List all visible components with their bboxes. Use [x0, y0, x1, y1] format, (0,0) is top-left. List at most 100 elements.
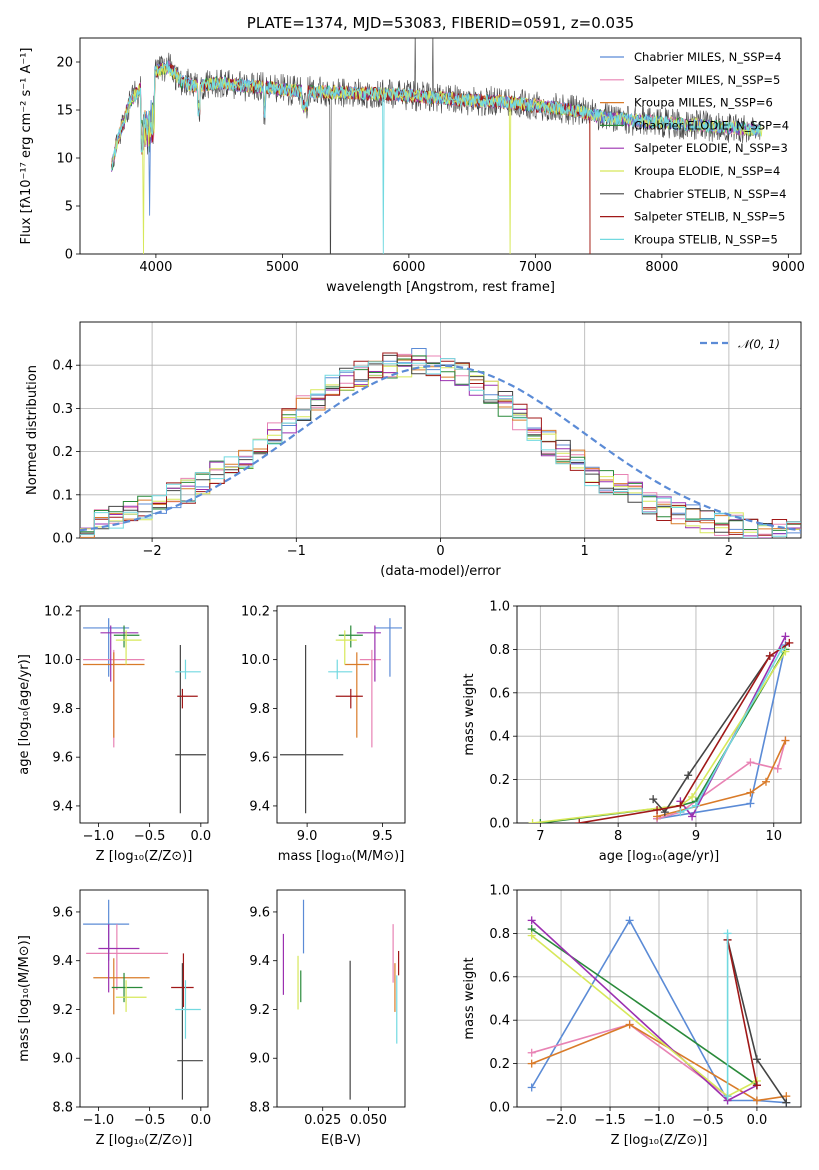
error-bars: [282, 899, 400, 1100]
x-tick-label: 6000: [392, 260, 425, 275]
x-tick-label: 8: [614, 829, 622, 844]
legend-entry: Salpeter ELODIE, N_SSP=3: [634, 141, 788, 155]
x-axis-label: age [log₁₀(age/yr)]: [599, 849, 720, 864]
y-tick-label: 0.1: [52, 488, 73, 503]
legend-entry: Salpeter STELIB, N_SSP=5: [634, 210, 785, 224]
weight-series-line: [656, 740, 787, 818]
y-tick-label: 9.2: [52, 1003, 73, 1018]
y-tick-label: 9.4: [52, 799, 73, 814]
x-tick-label: 9.5: [372, 829, 393, 844]
panel-7: 0.025 0.050 8.8 9.0 9.2 9.4 9.6 E(B-V): [249, 889, 406, 1148]
weight-marker: [765, 651, 774, 660]
x-tick-label: −0.5: [134, 1113, 166, 1128]
x-tick-label: 1: [581, 544, 589, 559]
y-tick-label: 20: [56, 56, 73, 71]
weight-marker: [684, 771, 693, 780]
weight-marker: [527, 1083, 536, 1092]
x-tick-label: 0.0: [190, 829, 211, 844]
x-tick-label: 0.0: [190, 1113, 211, 1128]
y-tick-label: 0.2: [489, 1057, 510, 1072]
legend-entry: Kroupa STELIB, N_SSP=5: [634, 232, 778, 246]
x-axis-label: Z [log₁₀(Z/Z⊙)]: [611, 1133, 708, 1148]
y-axis-label: Flux [fλ10⁻¹⁷ erg cm⁻² s⁻¹ A⁻¹]: [19, 48, 34, 245]
y-tick-label: 9.4: [249, 954, 270, 969]
weight-series-line: [652, 655, 771, 814]
weight-marker: [676, 808, 685, 817]
x-tick-label: 9.0: [297, 829, 318, 844]
y-tick-label: 0.6: [489, 686, 510, 701]
weight-marker: [752, 1081, 761, 1090]
axes-frame: [79, 37, 802, 255]
spectrum-lines: [111, 38, 764, 254]
weight-marker: [575, 819, 584, 823]
weight-marker: [746, 788, 755, 797]
y-tick-label: 9.0: [52, 1052, 73, 1067]
weight-marker: [528, 819, 537, 823]
weight-marker: [777, 645, 786, 654]
y-tick-label: 10: [56, 152, 73, 167]
weight-lines: [527, 916, 791, 1107]
x-tick-label: 7000: [519, 260, 552, 275]
y-tick-label: 0.4: [489, 1014, 510, 1029]
x-tick-label: −2: [143, 544, 162, 559]
y-tick-label: 9.6: [52, 751, 73, 766]
x-tick-label: 10: [765, 829, 782, 844]
y-tick-label: 0.6: [489, 970, 510, 985]
x-tick-label: 7: [536, 829, 544, 844]
weight-marker: [527, 1059, 536, 1068]
axes-frame: [276, 889, 406, 1108]
y-tick-label: 1.0: [489, 884, 510, 899]
y-tick-label: 9.4: [52, 954, 73, 969]
y-tick-label: 10.0: [44, 653, 73, 668]
error-bars: [280, 618, 402, 814]
y-tick-label: 0.8: [489, 927, 510, 942]
x-axis-label: (data-model)/error: [380, 564, 501, 579]
y-tick-label: 15: [56, 104, 73, 119]
y-tick-label: 0.3: [52, 402, 73, 417]
weight-marker: [527, 916, 536, 925]
weight-marker: [746, 758, 755, 767]
x-tick-label: −1.0: [83, 829, 115, 844]
x-tick-label: −2.0: [545, 1113, 577, 1128]
panel-4: 9.0 9.5 9.4 9.6 9.8 10.0 10.2 mass [log₁₀(M/M⊙)…: [241, 604, 406, 864]
weight-marker: [625, 1020, 634, 1029]
y-tick-label: 8.8: [52, 1101, 73, 1116]
y-tick-label: 9.8: [52, 702, 73, 717]
x-tick-label: −1.5: [594, 1113, 626, 1128]
weight-marker: [660, 808, 669, 817]
gridlines: [517, 605, 801, 824]
x-tick-label: −0.5: [692, 1113, 724, 1128]
x-axis-label: Z [log₁₀(Z/Z⊙)]: [96, 1133, 193, 1148]
axes-frame: [79, 605, 209, 824]
weight-marker: [625, 916, 634, 925]
y-tick-label: 0.4: [489, 730, 510, 745]
legend-entry: Kroupa MILES, N_SSP=6: [634, 96, 773, 110]
panel-1: 4000 5000 6000 7000 8000 9000 0 5 10 15 20 waveleng…: [19, 14, 805, 295]
axes-frame: [79, 889, 209, 1108]
x-axis-label: wavelength [Angstrom, rest frame]: [326, 280, 555, 295]
gridlines: [80, 322, 801, 539]
y-tick-label: 0.0: [52, 532, 73, 547]
y-tick-label: 1.0: [489, 600, 510, 615]
y-tick-label: 9.4: [249, 799, 270, 814]
x-axis-label: mass [log₁₀(M/M⊙)]: [278, 849, 405, 864]
axes-frame: [516, 889, 802, 1108]
x-tick-label: 9000: [772, 260, 805, 275]
legend: Chabrier MILES, N_SSP=4 Salpeter MILES, N…: [600, 50, 789, 246]
legend-entry: Kroupa ELODIE, N_SSP=4: [634, 164, 780, 178]
legend-entry: Salpeter MILES, N_SSP=5: [634, 73, 780, 87]
weight-series-line: [579, 642, 790, 823]
weight-marker: [527, 931, 536, 940]
y-tick-label: 0.2: [489, 773, 510, 788]
weight-lines: [528, 632, 794, 823]
weight-marker: [785, 638, 794, 647]
weight-series-line: [726, 939, 758, 1086]
panel-5: 7 8 9 10 0.0 0.2 0.4 0.6 0.8 1.0 age [log₁₀(age/yr…: [462, 600, 802, 864]
weight-series-line: [531, 934, 758, 1098]
weight-marker: [527, 1048, 536, 1057]
y-tick-label: 9.2: [249, 1003, 270, 1018]
x-tick-label: 4000: [139, 260, 172, 275]
panel-6: −1.0 −0.5 0.0 8.8 9.0 9.2 9.4 9.6 Z [log₁₀(Z/Z⊙)…: [17, 889, 211, 1148]
x-tick-label: 2: [725, 544, 733, 559]
x-tick-label: 0.050: [350, 1113, 387, 1128]
